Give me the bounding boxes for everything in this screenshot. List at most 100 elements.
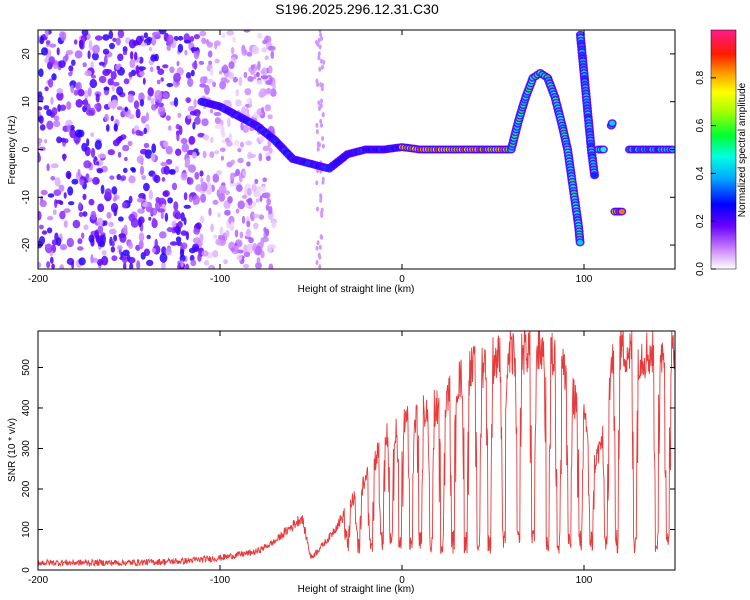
noise-blob bbox=[63, 138, 69, 144]
noise-blob bbox=[320, 234, 324, 240]
noise-blob bbox=[200, 193, 207, 203]
noise-blob bbox=[269, 147, 273, 154]
noise-blob bbox=[129, 262, 134, 269]
noise-blob bbox=[262, 145, 270, 152]
noise-blob bbox=[193, 34, 200, 40]
noise-blob bbox=[81, 30, 89, 37]
noise-blob bbox=[192, 243, 200, 252]
noise-blob bbox=[150, 152, 156, 162]
noise-blob bbox=[143, 248, 150, 257]
noise-blob bbox=[98, 75, 107, 84]
noise-blob bbox=[109, 175, 115, 180]
noise-blob bbox=[95, 161, 100, 166]
noise-blob bbox=[267, 45, 276, 51]
noise-blob bbox=[264, 104, 271, 112]
noise-blob bbox=[138, 92, 145, 102]
y-tick-label: 0 bbox=[21, 567, 32, 573]
noise-blob bbox=[228, 133, 233, 141]
noise-blob bbox=[253, 222, 259, 230]
noise-blob bbox=[51, 73, 57, 81]
noise-blob bbox=[192, 121, 196, 130]
noise-blob bbox=[188, 135, 196, 145]
noise-blob bbox=[318, 254, 322, 260]
noise-blob bbox=[104, 188, 112, 198]
noise-blob bbox=[45, 40, 51, 45]
noise-blob bbox=[115, 64, 121, 71]
noise-blob bbox=[56, 91, 64, 101]
noise-blob bbox=[248, 237, 254, 244]
noise-blob bbox=[46, 261, 51, 269]
arch-ridge bbox=[506, 69, 585, 247]
noise-blob bbox=[106, 211, 112, 219]
noise-blob bbox=[38, 115, 44, 124]
noise-blob bbox=[51, 107, 58, 116]
noise-blob bbox=[320, 122, 323, 128]
noise-blob bbox=[133, 100, 140, 110]
noise-blob bbox=[112, 99, 118, 108]
noise-blob bbox=[50, 96, 54, 105]
noise-blob bbox=[202, 150, 207, 159]
noise-blob bbox=[120, 175, 127, 181]
noise-blob bbox=[210, 136, 214, 144]
x-tick-label: -100 bbox=[210, 575, 230, 586]
noise-blob bbox=[90, 210, 97, 221]
noise-blob bbox=[241, 106, 246, 115]
noise-blob bbox=[315, 129, 319, 135]
noise-blob bbox=[196, 112, 200, 119]
noise-blob bbox=[94, 140, 102, 150]
noise-blob bbox=[221, 132, 226, 138]
noise-blob bbox=[317, 51, 321, 57]
noise-blob bbox=[318, 44, 322, 50]
noise-blob bbox=[246, 188, 252, 196]
noise-blob bbox=[193, 98, 197, 109]
noise-blob bbox=[107, 149, 116, 156]
noise-blob bbox=[184, 49, 188, 56]
noise-blob bbox=[263, 192, 271, 199]
noise-blob bbox=[110, 202, 119, 213]
noise-blob bbox=[66, 257, 75, 266]
noise-blob bbox=[258, 214, 265, 220]
noise-blob bbox=[52, 209, 57, 216]
noise-blob bbox=[246, 161, 251, 167]
noise-blob bbox=[112, 139, 120, 147]
noise-blob bbox=[127, 113, 135, 120]
noise-blob bbox=[228, 61, 235, 69]
noise-blob bbox=[77, 169, 81, 177]
noise-blob bbox=[78, 202, 82, 210]
noise-blob bbox=[44, 244, 52, 248]
noise-blob bbox=[47, 216, 54, 221]
noise-blob bbox=[116, 86, 124, 96]
y-tick-label: 400 bbox=[21, 399, 32, 416]
noise-blob bbox=[148, 189, 153, 200]
noise-blob bbox=[146, 234, 151, 240]
noise-blob bbox=[63, 192, 67, 199]
noise-blob bbox=[105, 69, 113, 74]
noise-blob bbox=[58, 60, 66, 68]
noise-blob bbox=[229, 181, 235, 187]
noise-blob bbox=[236, 254, 243, 261]
noise-blob bbox=[320, 210, 324, 216]
noise-blob bbox=[75, 82, 80, 90]
noise-blob bbox=[47, 193, 55, 198]
noise-blob bbox=[258, 153, 263, 162]
noise-blob bbox=[38, 94, 44, 102]
noise-blob bbox=[250, 211, 255, 222]
noise-blob bbox=[116, 106, 123, 111]
noise-blob bbox=[98, 61, 105, 66]
colorbar-tick-label: 0.2 bbox=[695, 214, 706, 228]
x-tick-label: 100 bbox=[576, 274, 593, 285]
noise-blob bbox=[117, 151, 122, 158]
ridge-core bbox=[591, 172, 598, 178]
noise-blob bbox=[197, 132, 205, 138]
noise-blob bbox=[70, 84, 74, 94]
noise-blob bbox=[141, 175, 147, 180]
noise-blob bbox=[250, 64, 255, 70]
noise-blob bbox=[270, 50, 275, 59]
noise-blob bbox=[177, 43, 184, 53]
noise-blob bbox=[316, 41, 320, 47]
noise-blob bbox=[165, 158, 173, 165]
noise-blob bbox=[194, 171, 200, 180]
noise-blob bbox=[262, 177, 268, 183]
noise-blob bbox=[162, 64, 169, 69]
